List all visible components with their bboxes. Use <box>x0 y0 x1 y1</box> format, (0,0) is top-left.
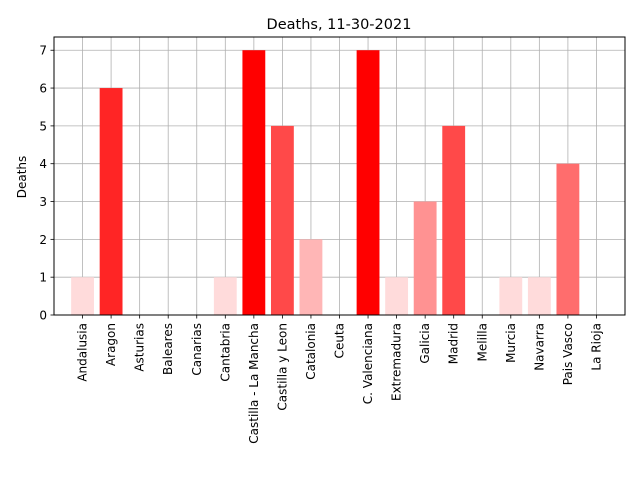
bar <box>213 277 237 315</box>
bar <box>71 277 94 315</box>
bar <box>299 239 323 315</box>
bar <box>242 50 266 315</box>
y-tick-label: 0 <box>39 309 47 323</box>
bar <box>270 125 294 315</box>
y-tick-label: 3 <box>39 195 47 209</box>
bar <box>385 277 409 315</box>
y-tick-label: 6 <box>39 82 47 96</box>
bar <box>442 125 466 315</box>
grid-lines <box>54 37 625 316</box>
x-tick-label: Cantabria <box>218 323 232 382</box>
x-tick-label: Murcia <box>504 323 518 363</box>
x-tick-label: La Rioja <box>589 323 603 371</box>
y-tick-label: 1 <box>39 271 47 285</box>
bar <box>527 277 551 315</box>
x-axis-ticks: Andalusia Aragon Asturias Baleares Canarias C… <box>76 315 603 444</box>
x-tick-label: Aragon <box>104 323 118 366</box>
y-tick-label: 5 <box>39 119 47 133</box>
bar <box>556 163 580 315</box>
x-tick-label: Castilla - La Mancha <box>247 323 261 444</box>
x-tick-label: Asturias <box>133 323 147 372</box>
y-axis-ticks: 0 1 2 3 4 5 6 7 <box>39 44 54 323</box>
y-tick-label: 7 <box>39 44 47 58</box>
x-tick-label: Galicia <box>418 323 432 364</box>
x-tick-label: Andalusia <box>76 323 90 382</box>
bar <box>413 201 437 315</box>
x-tick-label: Castilla y Leon <box>275 323 289 411</box>
x-tick-label: Extremadura <box>390 323 404 401</box>
x-tick-label: Melilla <box>475 323 489 361</box>
x-tick-label: Baleares <box>161 323 175 375</box>
bar <box>99 88 123 316</box>
x-tick-label: Madrid <box>447 323 461 364</box>
bars <box>71 50 580 316</box>
x-tick-label: Pais Vasco <box>561 323 575 385</box>
x-tick-label: Catalonia <box>304 323 318 380</box>
bar <box>499 277 523 315</box>
x-tick-label: C. Valenciana <box>361 323 375 404</box>
x-tick-label: Ceuta <box>333 323 347 358</box>
chart-title: Deaths, 11-30-2021 <box>267 17 412 33</box>
x-tick-label: Canarias <box>190 323 204 376</box>
y-tick-label: 4 <box>39 157 47 171</box>
bar <box>356 50 380 315</box>
x-tick-label: Navarra <box>532 323 546 371</box>
y-tick-label: 2 <box>39 233 47 247</box>
y-axis-label: Deaths <box>15 156 29 199</box>
